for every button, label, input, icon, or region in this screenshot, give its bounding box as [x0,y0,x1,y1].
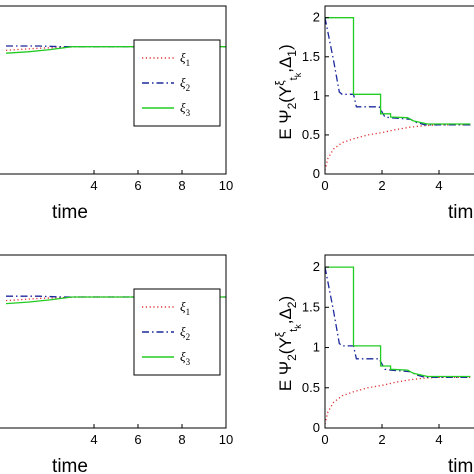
series-line-3 [5,46,226,54]
legend-subscript: 2 [186,332,191,342]
y-tick-label: 1.5 [302,299,320,314]
y-tick-label: 0.5 [302,380,320,395]
ylabel-sub-index: 1 [285,50,299,57]
legend-subscript: 2 [186,83,191,93]
y-tick-label: 0 [313,166,320,181]
x-tick-label: 6 [134,178,141,193]
legend-symbol: ξ [180,324,186,339]
y-tick-label: 1 [313,340,320,355]
ylabel-paren: (Y [276,86,295,103]
ylabel-comma-delta: ,Δ [276,308,295,324]
legend-subscript: 3 [186,108,191,118]
legend-label: ξ2 [180,324,190,342]
legend-label: ξ1 [180,299,190,317]
x-tick-label: 0 [321,178,328,193]
series-line-2 [325,17,471,126]
ylabel-paren: (Y [276,337,295,354]
x-tick-label: 2 [378,432,385,447]
series-line-1 [325,376,471,425]
legend-label: ξ2 [180,75,190,93]
axes-box [0,254,227,429]
x-axis-label: time [52,456,88,474]
y-tick-label: 0.5 [302,127,320,142]
x-axis-label: tim [448,202,473,223]
ylabel-comma-delta: ,Δ [276,57,295,73]
y-tick-label: 2 [313,259,320,274]
series-line-3 [325,17,471,125]
x-tick-label: 2 [378,178,385,193]
x-tick-label: 4 [90,178,97,193]
ylabel-sup: ξ [273,331,287,337]
axes-box [0,5,227,175]
legend-symbol: ξ [180,75,186,90]
legend-subscript: 1 [186,307,191,317]
legend-label: ξ1 [180,50,190,68]
ylabel-sub-t: t [288,77,300,80]
x-tick-label: 4 [435,178,442,193]
ylabel-main: E Ψ [276,361,295,391]
ylabel-sub-k: k [293,72,303,77]
series-line-3 [5,296,226,305]
ylabel-main: E Ψ [276,109,295,139]
legend-subscript: 3 [186,357,191,367]
legend-symbol: ξ [180,349,186,364]
ylabel-sub-index: 2 [285,301,299,308]
series-line-1 [325,124,471,171]
x-axis-label: time [52,202,88,223]
ylabel-sub-k: k [293,324,303,329]
legend-symbol: ξ [180,100,186,115]
legend-symbol: ξ [180,299,186,314]
axes-box [324,254,474,429]
ylabel-close: ) [276,296,295,302]
y-tick-label: 2 [313,10,320,25]
legend-symbol: ξ [180,50,186,65]
legend-label: ξ3 [180,100,191,118]
x-tick-label: 0 [321,432,328,447]
legend-subscript: 1 [186,58,191,68]
y-tick-label: 1 [313,88,320,103]
ylabel-sup: ξ [273,80,287,86]
y-axis-label: E Ψ2(Yξtk,Δ1) [273,44,303,139]
y-tick-label: 0 [313,420,320,435]
y-axis-label: E Ψ2(Yξtk,Δ2) [273,296,303,391]
x-tick-label: 4 [90,432,97,447]
x-tick-label: 8 [178,432,185,447]
ylabel-close: ) [276,44,295,50]
y-tick-label: 1.5 [302,49,320,64]
ylabel-sub-t: t [288,329,300,332]
x-tick-label: 10 [219,178,233,193]
series-line-2 [325,266,471,378]
x-tick-label: 8 [178,178,185,193]
x-tick-label: 4 [435,432,442,447]
x-tick-label: 10 [219,432,233,447]
axes-box [324,5,474,175]
x-tick-label: 6 [134,432,141,447]
series-line-3 [325,266,471,378]
legend-label: ξ3 [180,349,191,367]
ylabel-sub: 2 [285,354,299,361]
x-axis-label: tim [448,456,473,474]
ylabel-sub: 2 [285,102,299,109]
